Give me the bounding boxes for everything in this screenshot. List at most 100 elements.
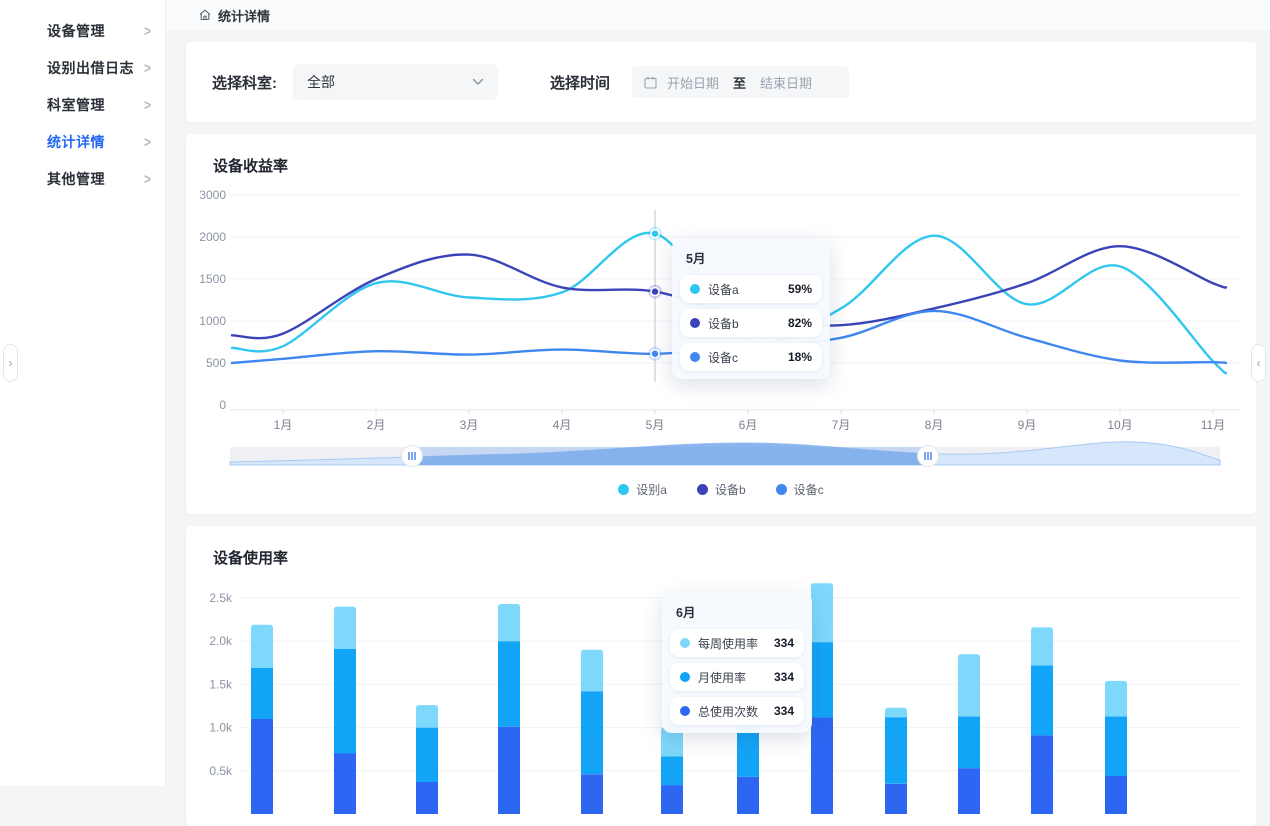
- bar-segment: [416, 728, 438, 782]
- bar-segment: [1105, 776, 1127, 814]
- bar-segment: [885, 708, 907, 718]
- sidebar-item-0[interactable]: 设备管理 >: [0, 12, 165, 49]
- svg-text:10月: 10月: [1107, 418, 1132, 432]
- bar-segment: [958, 654, 980, 716]
- department-select[interactable]: 全部: [293, 64, 498, 100]
- collapse-panel-right-button[interactable]: ‹: [1251, 344, 1266, 382]
- datazoom-handle-right[interactable]: [918, 446, 939, 467]
- series-color-dot: [680, 706, 690, 716]
- chevron-right-icon: >: [144, 59, 151, 76]
- tooltip-title: 5月: [686, 248, 822, 267]
- svg-text:7月: 7月: [832, 418, 851, 432]
- bar-segment: [1031, 627, 1053, 665]
- start-date-input[interactable]: 开始日期: [667, 73, 719, 92]
- datazoom-handle-left[interactable]: [402, 446, 423, 467]
- svg-text:1.5k: 1.5k: [209, 677, 233, 691]
- bar-segment: [334, 607, 356, 649]
- bar-segment: [416, 705, 438, 728]
- sidebar-item-2[interactable]: 科室管理>: [0, 86, 165, 123]
- legend-item-0[interactable]: 设别a: [618, 481, 667, 498]
- series-color-dot: [690, 284, 700, 294]
- chevron-right-icon: >: [144, 22, 151, 39]
- series-value: 334: [774, 636, 794, 650]
- bar-segment: [958, 768, 980, 814]
- chevron-right-icon: >: [144, 170, 151, 187]
- department-filter-label: 选择科室:: [212, 72, 277, 93]
- bar-segment: [737, 777, 759, 814]
- svg-text:3000: 3000: [199, 188, 226, 202]
- series-label: 总使用次数: [698, 703, 774, 720]
- end-date-input[interactable]: 结束日期: [760, 73, 812, 92]
- bar-segment: [498, 641, 520, 727]
- sidebar-item-1[interactable]: 设别出借日志 >: [0, 49, 165, 86]
- svg-text:9月: 9月: [1018, 418, 1037, 432]
- chevron-down-icon: [472, 78, 484, 86]
- bar-segment: [251, 719, 273, 814]
- bar-segment: [1105, 716, 1127, 776]
- legend-label: 设别a: [636, 481, 667, 498]
- bar-segment: [885, 717, 907, 784]
- legend-item-2[interactable]: 设备c: [776, 481, 824, 498]
- filter-bar: 选择科室: 全部 选择时间 开始日期 至 结束日期: [186, 42, 1256, 122]
- bar-segment: [811, 642, 833, 717]
- series-value: 334: [774, 704, 794, 718]
- content: 选择科室: 全部 选择时间 开始日期 至 结束日期 设备收益率: [166, 30, 1270, 826]
- bar-segment: [737, 728, 759, 777]
- bar-segment: [334, 649, 356, 754]
- chevron-right-icon: >: [144, 133, 151, 150]
- main-area: 统计详情 选择科室: 全部 选择时间 开始日期 至 结束日期: [166, 0, 1270, 786]
- date-to-label: 至: [729, 73, 750, 92]
- date-range-picker[interactable]: 开始日期 至 结束日期: [632, 66, 849, 98]
- bar-segment: [1031, 735, 1053, 814]
- series-label: 设备c: [708, 349, 788, 366]
- series-label: 每周使用率: [698, 635, 774, 652]
- bar-segment: [885, 784, 907, 814]
- series-value: 82%: [788, 316, 812, 330]
- bar-segment: [251, 668, 273, 719]
- sidebar-item-3[interactable]: 统计详情 >: [0, 123, 165, 160]
- sidebar-item-4[interactable]: 其他管理>: [0, 160, 165, 197]
- expand-panel-left-button[interactable]: ›: [3, 344, 18, 382]
- sidebar-item-label: 设别出借日志: [47, 58, 134, 78]
- bar-segment: [661, 785, 683, 814]
- legend-dot: [697, 484, 708, 495]
- svg-text:1月: 1月: [274, 418, 293, 432]
- svg-text:8月: 8月: [925, 418, 944, 432]
- svg-text:2.5k: 2.5k: [209, 591, 233, 605]
- sidebar-item-label: 科室管理: [47, 95, 105, 115]
- bar-segment: [334, 754, 356, 815]
- bar-segment: [811, 583, 833, 642]
- svg-text:6月: 6月: [739, 418, 758, 432]
- series-label: 月使用率: [698, 669, 774, 686]
- svg-text:2月: 2月: [367, 418, 386, 432]
- bar-segment: [581, 650, 603, 692]
- series-color-dot: [690, 352, 700, 362]
- datazoom-slider[interactable]: [230, 442, 1220, 467]
- bar-segment: [251, 625, 273, 668]
- time-filter-label: 选择时间: [550, 72, 610, 93]
- bar-segment: [661, 756, 683, 785]
- series-value: 59%: [788, 282, 812, 296]
- series-label: 设备a: [708, 281, 788, 298]
- chevron-right-icon: ›: [9, 356, 13, 370]
- legend-dot: [776, 484, 787, 495]
- home-icon: [198, 8, 212, 22]
- legend-label: 设备b: [715, 481, 746, 498]
- sidebar-item-label: 设备管理: [47, 21, 105, 41]
- sidebar-item-label: 统计详情: [47, 132, 105, 152]
- bar-segment: [581, 691, 603, 774]
- svg-text:1000: 1000: [199, 314, 226, 328]
- svg-text:2.0k: 2.0k: [209, 634, 233, 648]
- revenue-chart-legend: 设别a 设备b 设备c: [186, 481, 1256, 498]
- usage-chart-title: 设备使用率: [213, 547, 288, 568]
- bar-segment: [958, 716, 980, 768]
- legend-item-1[interactable]: 设备b: [697, 481, 746, 498]
- breadcrumb: 统计详情: [166, 0, 1270, 30]
